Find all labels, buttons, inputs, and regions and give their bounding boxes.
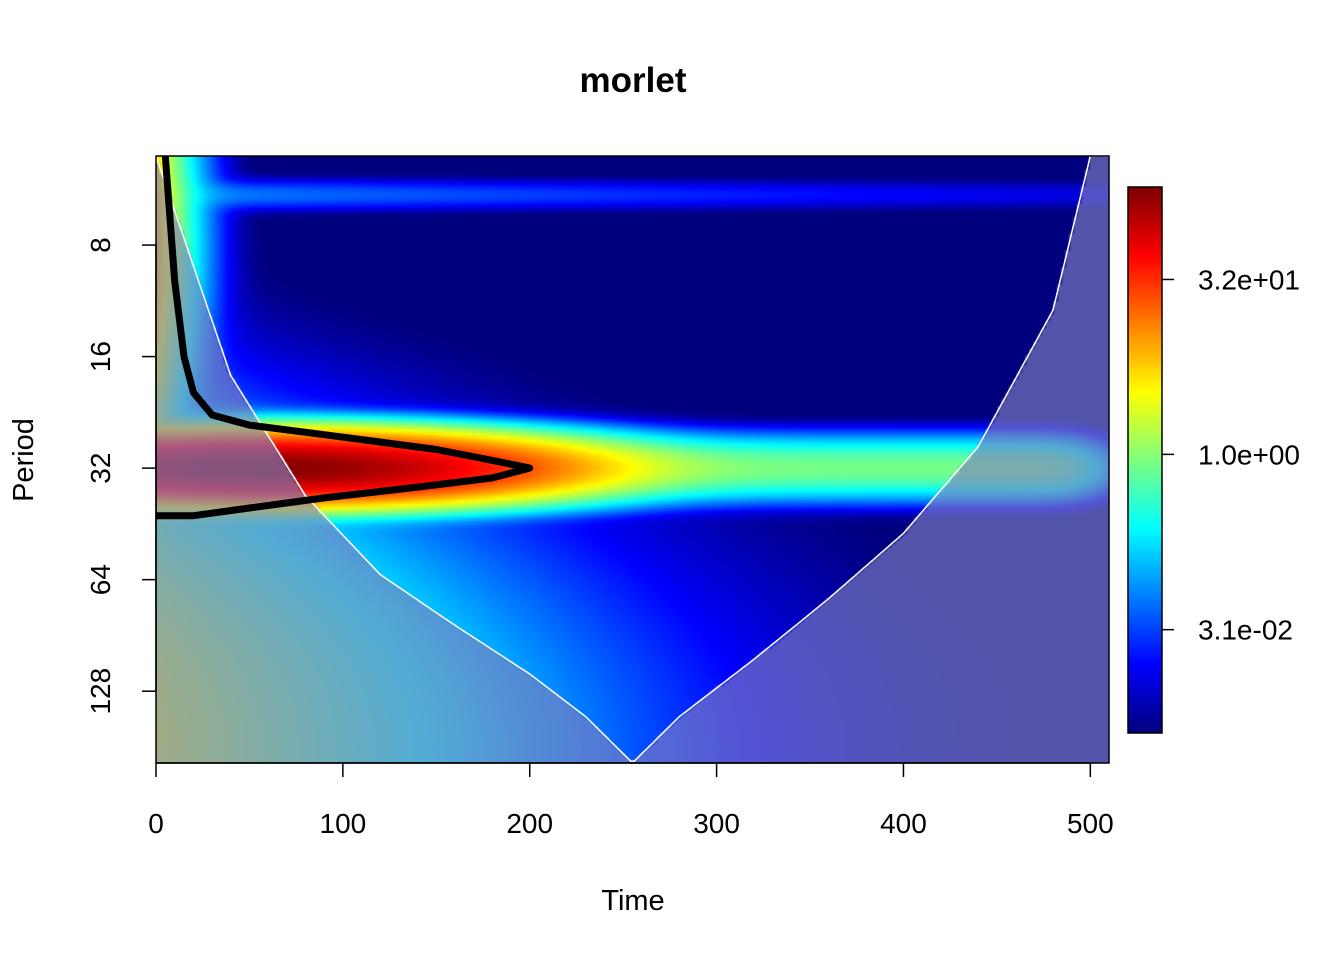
x-tick-label: 100 [320,808,367,839]
colorbar-frame [1127,186,1163,734]
x-tick-label: 400 [880,808,927,839]
colorbar-tick-label: 3.2e+01 [1198,264,1300,295]
colorbar-gradient [1128,187,1162,733]
y-tick-label: 8 [85,237,116,253]
x-tick-label: 500 [1067,808,1114,839]
y-tick-label: 128 [85,668,116,715]
significance-contour [156,156,534,520]
cone-of-influence-line [156,156,1109,762]
x-tick-label: 300 [693,808,740,839]
colorbar: 3.1e-02 1.0e+00 3.2e+01 [1127,186,1300,734]
y-tick-label: 32 [85,453,116,484]
wavelet-power-heatmap [156,156,1109,763]
colorbar-tick-label: 1.0e+00 [1198,439,1300,470]
colorbar-tick-label: 3.1e-02 [1198,615,1293,646]
y-axis: 8 16 32 64 128 [85,237,157,715]
plot-area [156,156,1109,763]
x-axis-label: Time [601,885,664,917]
x-tick-label: 0 [148,808,164,839]
chart-title: morlet [580,61,687,100]
y-axis-label: Period [8,418,40,502]
y-tick-label: 64 [85,564,116,595]
y-tick-label: 16 [85,341,116,372]
x-axis: 0 100 200 300 400 500 [148,762,1114,839]
colorbar-ticks: 3.1e-02 1.0e+00 3.2e+01 [1162,264,1300,646]
x-tick-label: 200 [506,808,553,839]
